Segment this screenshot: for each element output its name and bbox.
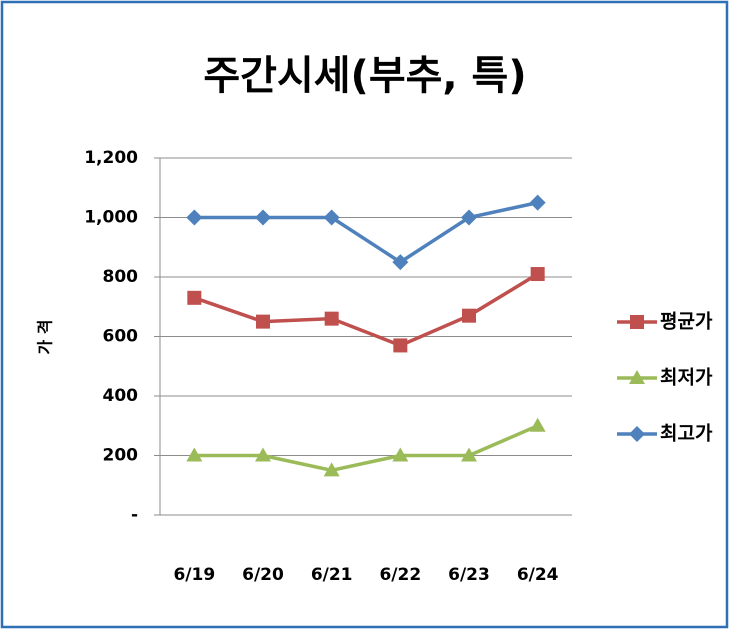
x-tick-label: 6/22 (379, 565, 421, 585)
marker (186, 209, 203, 226)
marker (462, 308, 476, 323)
marker (461, 209, 477, 226)
marker (461, 447, 477, 462)
marker (392, 447, 409, 462)
y-tick-label: 1,200 (84, 148, 138, 168)
series-line (194, 424, 539, 473)
y-axis-label: 가 격 (36, 319, 55, 354)
marker (629, 426, 645, 442)
x-tick-label: 6/20 (242, 565, 284, 585)
marker (186, 447, 203, 462)
series-line (193, 272, 539, 348)
chart-title: 주간시세(부추, 특) (203, 53, 526, 99)
y-tick-label: - (131, 505, 138, 525)
x-tick-label: 6/21 (311, 565, 353, 585)
marker (392, 254, 409, 271)
y-tick-label: 200 (103, 446, 139, 466)
x-tick-label: 6/24 (517, 565, 559, 585)
marker (323, 462, 340, 477)
marker (255, 209, 271, 226)
series-line (194, 200, 539, 265)
legend-label: 최저가 (660, 367, 713, 389)
marker (630, 315, 644, 329)
legend-label: 평균가 (660, 311, 713, 333)
marker (324, 311, 339, 326)
marker (529, 417, 546, 432)
y-tick-label: 600 (103, 327, 139, 347)
y-tick-label: 1,000 (84, 208, 138, 228)
marker (187, 290, 202, 305)
marker (529, 194, 546, 211)
marker (393, 338, 408, 353)
marker (256, 314, 270, 329)
marker (530, 267, 545, 282)
y-tick-label: 400 (103, 386, 139, 406)
y-tick-label: 800 (103, 267, 139, 287)
marker (255, 447, 271, 462)
x-tick-label: 6/19 (173, 565, 215, 585)
marker (323, 209, 340, 226)
marker (629, 370, 645, 384)
x-tick-label: 6/23 (448, 565, 490, 585)
legend-label: 최고가 (660, 423, 713, 445)
